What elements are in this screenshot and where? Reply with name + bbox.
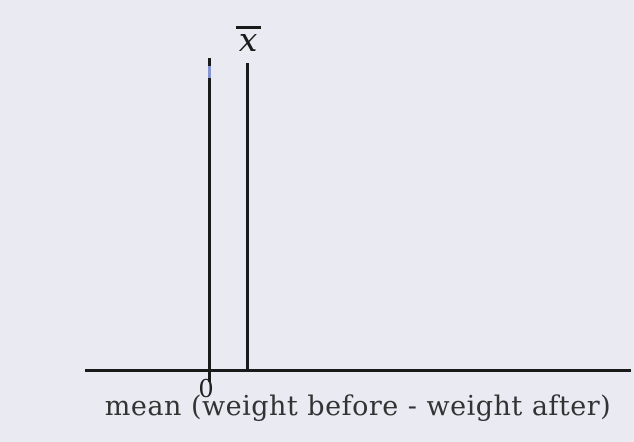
x-bar-symbol: x [238,20,258,59]
blue-mark [207,66,211,78]
x-axis-line [85,369,631,372]
zero-tick-label: 0 [198,375,214,403]
x-axis-caption: mean (weight before - weight after) [104,391,612,422]
x-bar-overline [236,26,261,29]
zero-reference-line [207,58,211,382]
x-bar-line [246,63,249,371]
x-bar-label: x [228,22,268,58]
